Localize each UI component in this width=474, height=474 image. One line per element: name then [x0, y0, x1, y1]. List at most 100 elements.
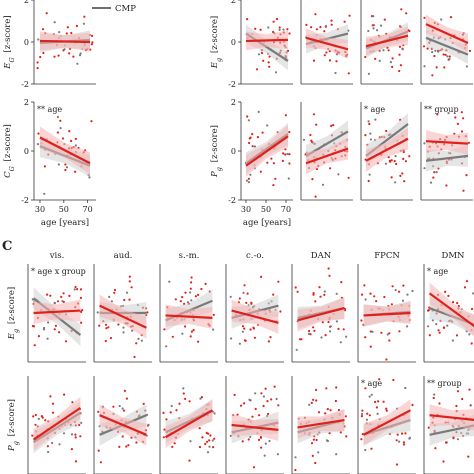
red-point: [248, 141, 251, 145]
red-point: [456, 122, 459, 125]
gray-point: [447, 112, 450, 115]
gray-point: [324, 24, 328, 28]
significance-annotation: ** group: [427, 379, 462, 388]
red-point: [398, 69, 401, 73]
red-point: [286, 28, 289, 31]
red-point: [405, 12, 408, 15]
gray-fit-line: [425, 154, 469, 162]
gray-point: [47, 450, 50, 454]
gray-point: [88, 176, 91, 179]
red-point: [128, 280, 131, 283]
significance-annotation: * age: [361, 379, 382, 388]
gray-fit-line: [425, 36, 469, 56]
red-fit-line: [305, 147, 349, 165]
gray-point: [186, 301, 189, 304]
gray-point: [165, 345, 168, 348]
column-title: FPCN: [374, 251, 400, 261]
red-point: [462, 117, 465, 120]
red-point: [70, 448, 73, 451]
red-point: [71, 401, 74, 404]
y-tick-label: -2: [21, 80, 29, 89]
red-point: [262, 404, 265, 408]
gray-point: [386, 333, 389, 336]
gray-point: [168, 280, 171, 283]
red-point: [373, 295, 376, 298]
gray-point: [253, 145, 256, 148]
gray-point: [241, 330, 244, 333]
red-point: [79, 288, 83, 291]
gray-point: [406, 293, 409, 296]
gray-point: [147, 423, 150, 426]
red-point: [127, 444, 130, 447]
red-point: [43, 165, 47, 168]
gray-point: [140, 339, 143, 342]
red-point: [251, 133, 254, 136]
red-fit-line: [363, 311, 411, 317]
red-point: [81, 309, 84, 312]
red-fit-line: [99, 304, 147, 329]
red-point: [319, 25, 322, 29]
subplot-B_top-0: -2 0 2 Eg [z-score]: [210, 0, 293, 89]
red-point: [443, 66, 446, 69]
red-point: [74, 285, 77, 289]
gray-point: [423, 65, 426, 68]
red-point: [332, 124, 335, 127]
red-point: [402, 443, 406, 446]
red-point: [361, 409, 364, 412]
gray-point: [238, 342, 241, 345]
gray-point: [389, 61, 392, 64]
red-point: [314, 300, 317, 303]
subplot-C_top-6: DMN * age: [423, 251, 474, 363]
red-point: [411, 403, 414, 407]
red-point: [212, 446, 215, 449]
red-point: [205, 440, 209, 443]
red-point: [60, 295, 63, 298]
red-fit-line: [165, 409, 213, 439]
gray-point: [435, 323, 438, 326]
red-point: [423, 16, 426, 19]
red-point: [213, 437, 216, 440]
gray-point: [401, 48, 404, 51]
gray-point: [58, 443, 61, 446]
gray-point: [73, 288, 76, 291]
red-point: [288, 32, 291, 35]
red-point: [128, 298, 131, 301]
gray-point: [267, 26, 270, 29]
gray-point: [275, 397, 278, 401]
red-point: [325, 51, 328, 54]
column-title: vis.: [49, 251, 65, 261]
red-fit-line: [425, 23, 469, 45]
red-point: [374, 57, 377, 61]
y-tick-label: -2: [21, 196, 29, 205]
red-point: [275, 17, 279, 21]
red-point: [123, 389, 126, 392]
red-point: [244, 339, 247, 342]
gray-point: [53, 301, 56, 304]
red-point: [438, 331, 441, 334]
gray-point: [295, 348, 298, 351]
red-point: [368, 414, 371, 417]
column-title: s.-m.: [179, 251, 200, 261]
red-point: [260, 392, 263, 395]
red-point: [337, 327, 340, 330]
red-point: [49, 395, 52, 398]
red-point: [200, 396, 203, 399]
subplot-C_top-1: aud.: [93, 251, 152, 363]
red-point: [273, 385, 276, 388]
gray-point: [370, 393, 373, 396]
red-point: [325, 387, 328, 390]
gray-point: [181, 332, 184, 335]
red-point: [250, 301, 253, 304]
red-point: [284, 153, 287, 156]
red-fit-line: [365, 34, 409, 48]
red-point: [56, 131, 60, 134]
red-point: [328, 59, 332, 62]
subplot-C_top-5: FPCN: [357, 251, 416, 363]
red-point: [294, 468, 297, 472]
red-point: [76, 288, 79, 291]
gray-point: [427, 325, 430, 328]
y-tick-label: 2: [231, 98, 236, 107]
red-point: [315, 28, 318, 31]
gray-point: [211, 439, 214, 442]
column-title: aud.: [114, 251, 133, 261]
